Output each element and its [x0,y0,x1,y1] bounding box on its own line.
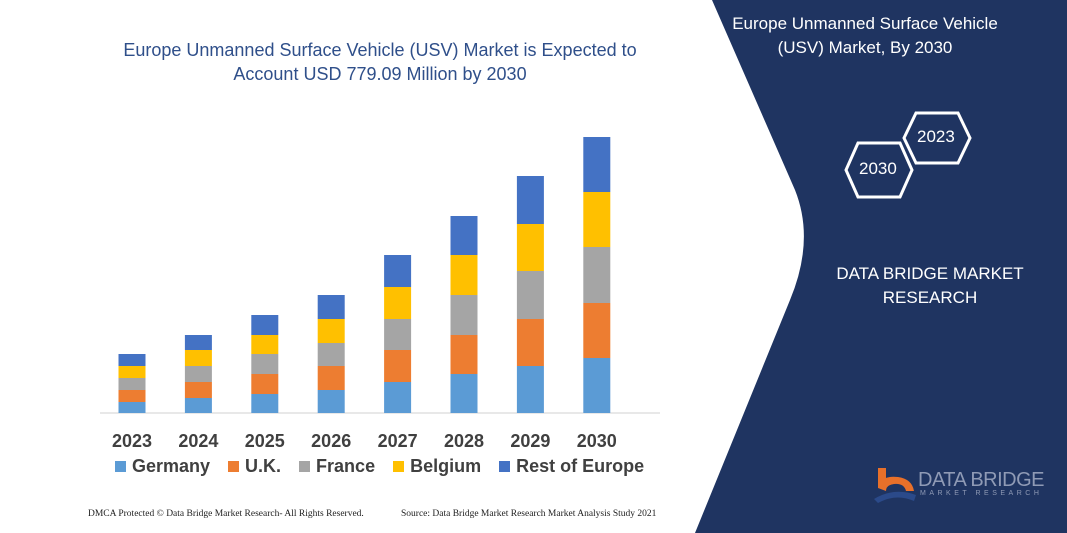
bar-segment-2026-u-k- [317,366,345,390]
brand-name: DATA BRIDGE MARKET RESEARCH [836,264,1024,307]
x-tick-label: 2027 [378,431,418,451]
logo-subtext: MARKET RESEARCH [920,490,1043,497]
footer-copyright: DMCA Protected © Data Bridge Market Rese… [88,509,364,519]
bar-segment-2023-u-k- [118,390,146,402]
bar-segment-2028-france [450,295,478,335]
x-tick-labels: 2023 2024 2025 2026 2027 2028 2029 2030 [112,431,617,451]
legend-item: Rest of Europe [499,456,644,477]
hex-2023-icon [902,111,972,165]
bar-segment-2023-belgium [118,366,146,378]
footer-source: Source: Data Bridge Market Research Mark… [401,509,657,519]
x-tick-label: 2030 [577,431,617,451]
bar-segment-2026-france [317,343,345,366]
bar-segment-2024-rest-of-europe [184,335,212,350]
x-tick-label: 2024 [178,431,218,451]
bar-segment-2026-belgium [317,319,345,343]
x-tick-label: 2029 [510,431,550,451]
bar-segment-2030-rest-of-europe [583,137,611,192]
bar-segment-2024-germany [184,398,212,413]
bar-segment-2025-germany [251,394,279,413]
bar-segment-2025-belgium [251,335,279,354]
legend: Germany U.K. France Belgium Rest of Europe [115,456,644,477]
bar-segment-2023-rest-of-europe [118,354,146,366]
bar-segment-2030-france [583,247,611,303]
chart-title: Europe Unmanned Surface Vehicle (USV) Ma… [123,40,637,84]
bars-group [118,137,611,413]
bar-segment-2026-rest-of-europe [317,295,345,319]
bar-segment-2027-germany [384,382,412,413]
legend-swatch [228,461,240,472]
data-bridge-logo-icon [874,468,916,503]
bar-segment-2025-u-k- [251,374,279,394]
bar-segment-2023-germany [118,402,146,413]
bar-segment-2029-u-k- [516,319,544,366]
legend-label: Belgium [410,456,482,476]
legend-item: Germany [115,456,210,477]
bar-segment-2024-belgium [184,350,212,366]
bar-segment-2025-france [251,354,279,374]
x-tick-label: 2023 [112,431,152,451]
bar-segment-2028-germany [450,374,478,413]
bar-segment-2028-rest-of-europe [450,216,478,255]
legend-label: Germany [132,456,211,476]
legend-item: U.K. [228,456,281,477]
hex-year-2023: 2023 [917,127,955,146]
legend-swatch [299,461,311,472]
bar-segment-2023-france [118,378,146,390]
hex-2030-icon [844,141,914,199]
bar-segment-2030-belgium [583,192,611,247]
legend-item: France [299,456,375,477]
x-tick-label: 2025 [245,431,285,451]
legend-item: Belgium [393,456,481,477]
bar-segment-2028-u-k- [450,335,478,374]
legend-swatch [499,461,511,472]
side-panel-shape [695,0,1067,533]
bar-segment-2028-belgium [450,255,478,295]
x-tick-label: 2028 [444,431,484,451]
legend-label: Rest of Europe [516,456,645,476]
bar-segment-2030-u-k- [583,303,611,358]
legend-label: France [316,456,376,476]
legend-swatch [115,461,126,472]
bar-segment-2029-germany [516,366,544,413]
bar-segment-2029-france [516,271,544,319]
bar-segment-2029-rest-of-europe [516,176,544,224]
stacked-bar-chart: 2023 2024 2025 2026 2027 2028 2029 2030 [100,137,660,451]
legend-swatch [393,461,405,472]
legend-label: U.K. [245,456,282,476]
bar-segment-2029-belgium [516,224,544,271]
bar-segment-2027-france [384,319,412,350]
bar-segment-2025-rest-of-europe [251,315,279,335]
bar-segment-2026-germany [317,390,345,413]
bar-segment-2024-france [184,366,212,382]
side-panel-title: Europe Unmanned Surface Vehicle (USV) Ma… [732,14,998,57]
x-tick-label: 2026 [311,431,351,451]
logo-text: DATA BRIDGE [918,469,1045,491]
bar-segment-2027-u-k- [384,350,412,382]
bar-segment-2030-germany [583,358,611,413]
hex-year-2030: 2030 [859,159,897,178]
bar-segment-2027-belgium [384,287,412,319]
bar-segment-2027-rest-of-europe [384,255,412,287]
bar-segment-2024-u-k- [184,382,212,398]
